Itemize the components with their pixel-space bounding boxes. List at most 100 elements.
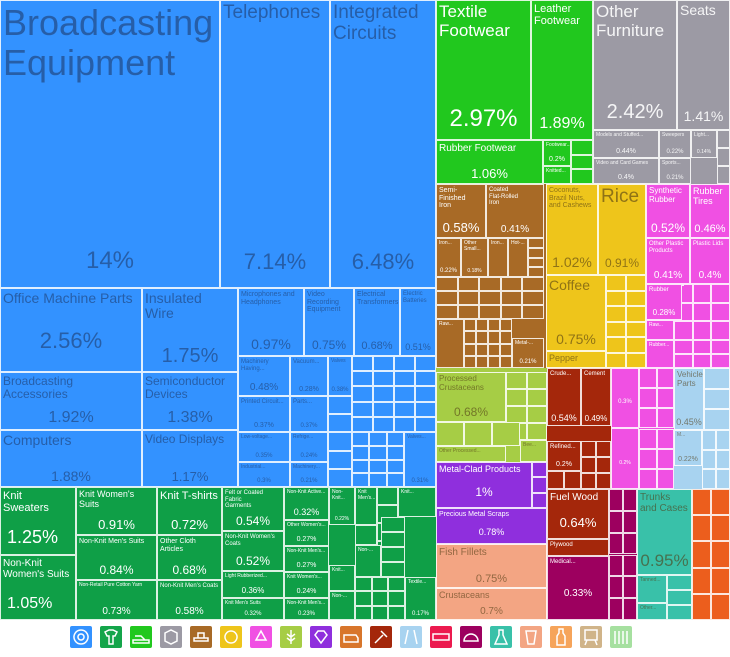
fence-icon[interactable] [610,626,632,648]
ticket-icon[interactable] [430,626,452,648]
cell-label: Knit... [332,567,345,573]
minor-cell [716,430,730,450]
gem-icon[interactable] [310,626,332,648]
minor-cell [500,355,512,368]
tree-cell: Knit Women's... 0.24% [284,572,329,598]
tree-cell: Other Cloth Articles 0.68% [157,535,222,580]
cell-label: Light Rubberized... [225,573,267,579]
minor-cell [352,386,373,402]
minor-cell [352,371,373,387]
cell-value: 0.75% [311,338,347,352]
minor-cell [692,340,712,354]
minor-cell [692,541,711,568]
minor-cell [500,331,512,344]
tree-cell: Metal-Clad Products 1% [436,462,532,508]
tree-cell: Raw... [436,319,464,368]
cell-value: 6.48% [351,249,415,274]
minor-cell [692,593,711,620]
minor-cell [394,416,415,432]
cell-label: Knit Women's Suits [79,489,135,509]
anvil-icon[interactable] [190,626,212,648]
tree-cell: Machinery Having... 0.48% [238,356,290,396]
minor-cell [656,448,674,469]
tree-cell: Non-Knit Men's... 0.27% [284,546,329,572]
minor-cell [702,430,716,450]
cell-value: 0.32% [244,611,262,617]
cow-icon[interactable] [340,626,362,648]
tree-cell: Knit... [329,565,355,591]
pickaxe-icon[interactable] [370,626,392,648]
flask-icon[interactable] [490,626,512,648]
minor-cell [606,321,626,337]
cell-label: Fuel Wood [550,492,599,503]
road-icon[interactable] [400,626,422,648]
shirt-icon[interactable] [100,626,122,648]
bottle-icon[interactable] [550,626,572,648]
minor-cell [623,510,637,533]
tree-cell: Video and Card Games 0.4% [593,158,659,184]
gauge-icon[interactable] [460,626,482,648]
minor-cell [623,532,637,555]
minor-cell [606,352,626,368]
minor-cell [711,489,730,516]
cell-value: 0.37% [300,423,318,429]
cell-label: Coated Flat-Rolled Iron [489,187,519,207]
minor-cell [716,469,730,489]
cell-value: 0.52% [235,554,271,568]
cell-label: Video Recording Equipment [307,291,341,314]
tree-cell: Hot-... [508,238,528,277]
cell-label: Coffee [549,277,590,293]
tree-cell: Coffee 0.75% [546,275,606,351]
cell-value: 1.75% [161,345,219,367]
hide-icon[interactable] [520,626,542,648]
minor-cell [704,409,730,430]
cell-value: 0.3% [618,399,632,405]
cell-label: Plastic Lids [693,241,724,247]
cell-label: Non-Knit Active... [287,489,326,495]
cell-label: Non- Knit... [332,489,345,501]
minor-cell [609,598,623,620]
tree-cell: Parts... 0.37% [290,396,328,432]
minor-cell [352,416,373,432]
cell-value: 0.41% [653,270,683,281]
easel-icon[interactable] [580,626,602,648]
minor-cell [609,576,623,599]
cell-value: 0.31% [411,478,429,484]
cell-value: 0.95% [640,551,689,570]
minor-cell [436,291,458,305]
cell-label: Rubber [649,287,669,293]
minor-cell [667,590,692,605]
shoe-icon[interactable] [130,626,152,648]
tree-cell: Knit T-shirts 0.72% [157,487,222,535]
cube-icon[interactable] [160,626,182,648]
minor-cell [682,284,684,286]
minor-cell [656,428,674,449]
cell-label: Rice [601,186,640,207]
minor-cell [522,277,544,291]
cell-value: 0.38% [331,387,349,393]
tree-cell: Office Machine Parts 2.56% [0,288,142,372]
cell-label: Models and Stuffed... [596,132,644,138]
cell-value: 0.17% [411,611,429,617]
recycle-icon[interactable] [250,626,272,648]
cell-value: 0.27% [296,536,317,543]
tree-cell: Telephones 7.14% [220,0,330,288]
tree-cell: Textile... 0.17% [405,577,436,620]
minor-cell [464,319,476,332]
cell-value: 0.75% [475,573,508,585]
cell-value: 0.21% [300,478,318,484]
tree-cell: Fish Fillets 0.75% [436,544,547,588]
minor-cell [702,449,716,470]
minor-cell [626,352,646,368]
wheat-icon[interactable] [280,626,302,648]
tree-cell: Plywood [547,539,609,556]
minor-cell [626,290,646,306]
minor-cell [415,401,436,417]
minor-cell [457,277,480,291]
minor-cell [667,605,692,620]
fruit-icon[interactable] [220,626,242,648]
tree-cell: Broadcasting Equipment 14% [0,0,220,288]
minor-cell [394,371,415,387]
gear-icon[interactable] [70,626,92,648]
minor-cell [328,450,352,469]
